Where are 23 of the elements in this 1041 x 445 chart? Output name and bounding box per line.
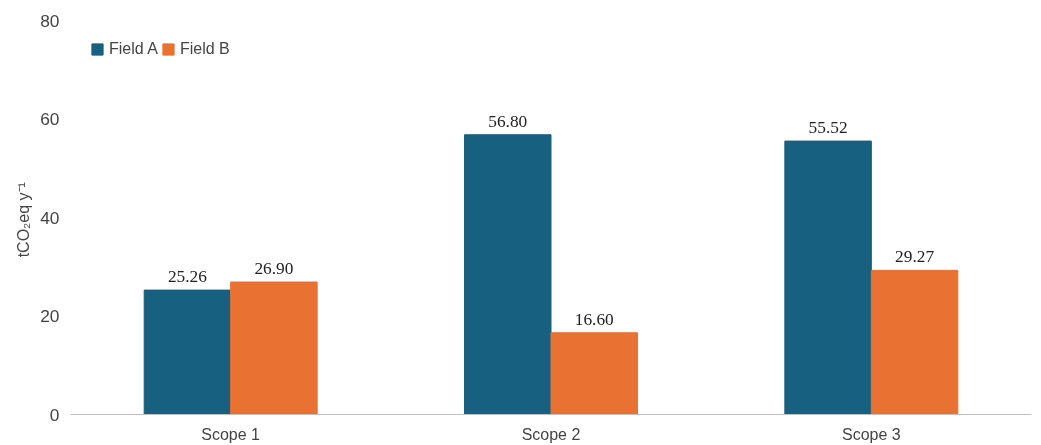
x-tick-label: Scope 2 xyxy=(521,425,581,443)
bar xyxy=(784,140,872,415)
legend-label: Field B xyxy=(179,40,230,58)
y-tick-label: 20 xyxy=(40,306,60,326)
data-label: 16.60 xyxy=(574,309,614,329)
data-label: 55.52 xyxy=(808,118,848,138)
data-label: 56.80 xyxy=(488,111,528,131)
bar xyxy=(230,281,318,415)
x-tick-label: Scope 3 xyxy=(841,425,901,443)
data-label: 26.90 xyxy=(254,259,294,279)
data-label: 25.26 xyxy=(167,267,208,287)
y-axis-title: tCO₂eq y⁻¹ xyxy=(15,182,33,258)
y-tick-label: 60 xyxy=(40,109,60,129)
y-tick-label: 80 xyxy=(40,10,60,31)
y-tick-label: 40 xyxy=(40,207,60,228)
data-label: 29.27 xyxy=(895,247,935,267)
bar xyxy=(464,134,552,415)
legend-label: Field A xyxy=(109,40,158,58)
bar xyxy=(143,289,232,415)
bar xyxy=(870,269,959,415)
x-tick-label: Scope 1 xyxy=(201,425,261,443)
y-tick-label: 0 xyxy=(49,404,60,425)
bar xyxy=(550,332,638,415)
